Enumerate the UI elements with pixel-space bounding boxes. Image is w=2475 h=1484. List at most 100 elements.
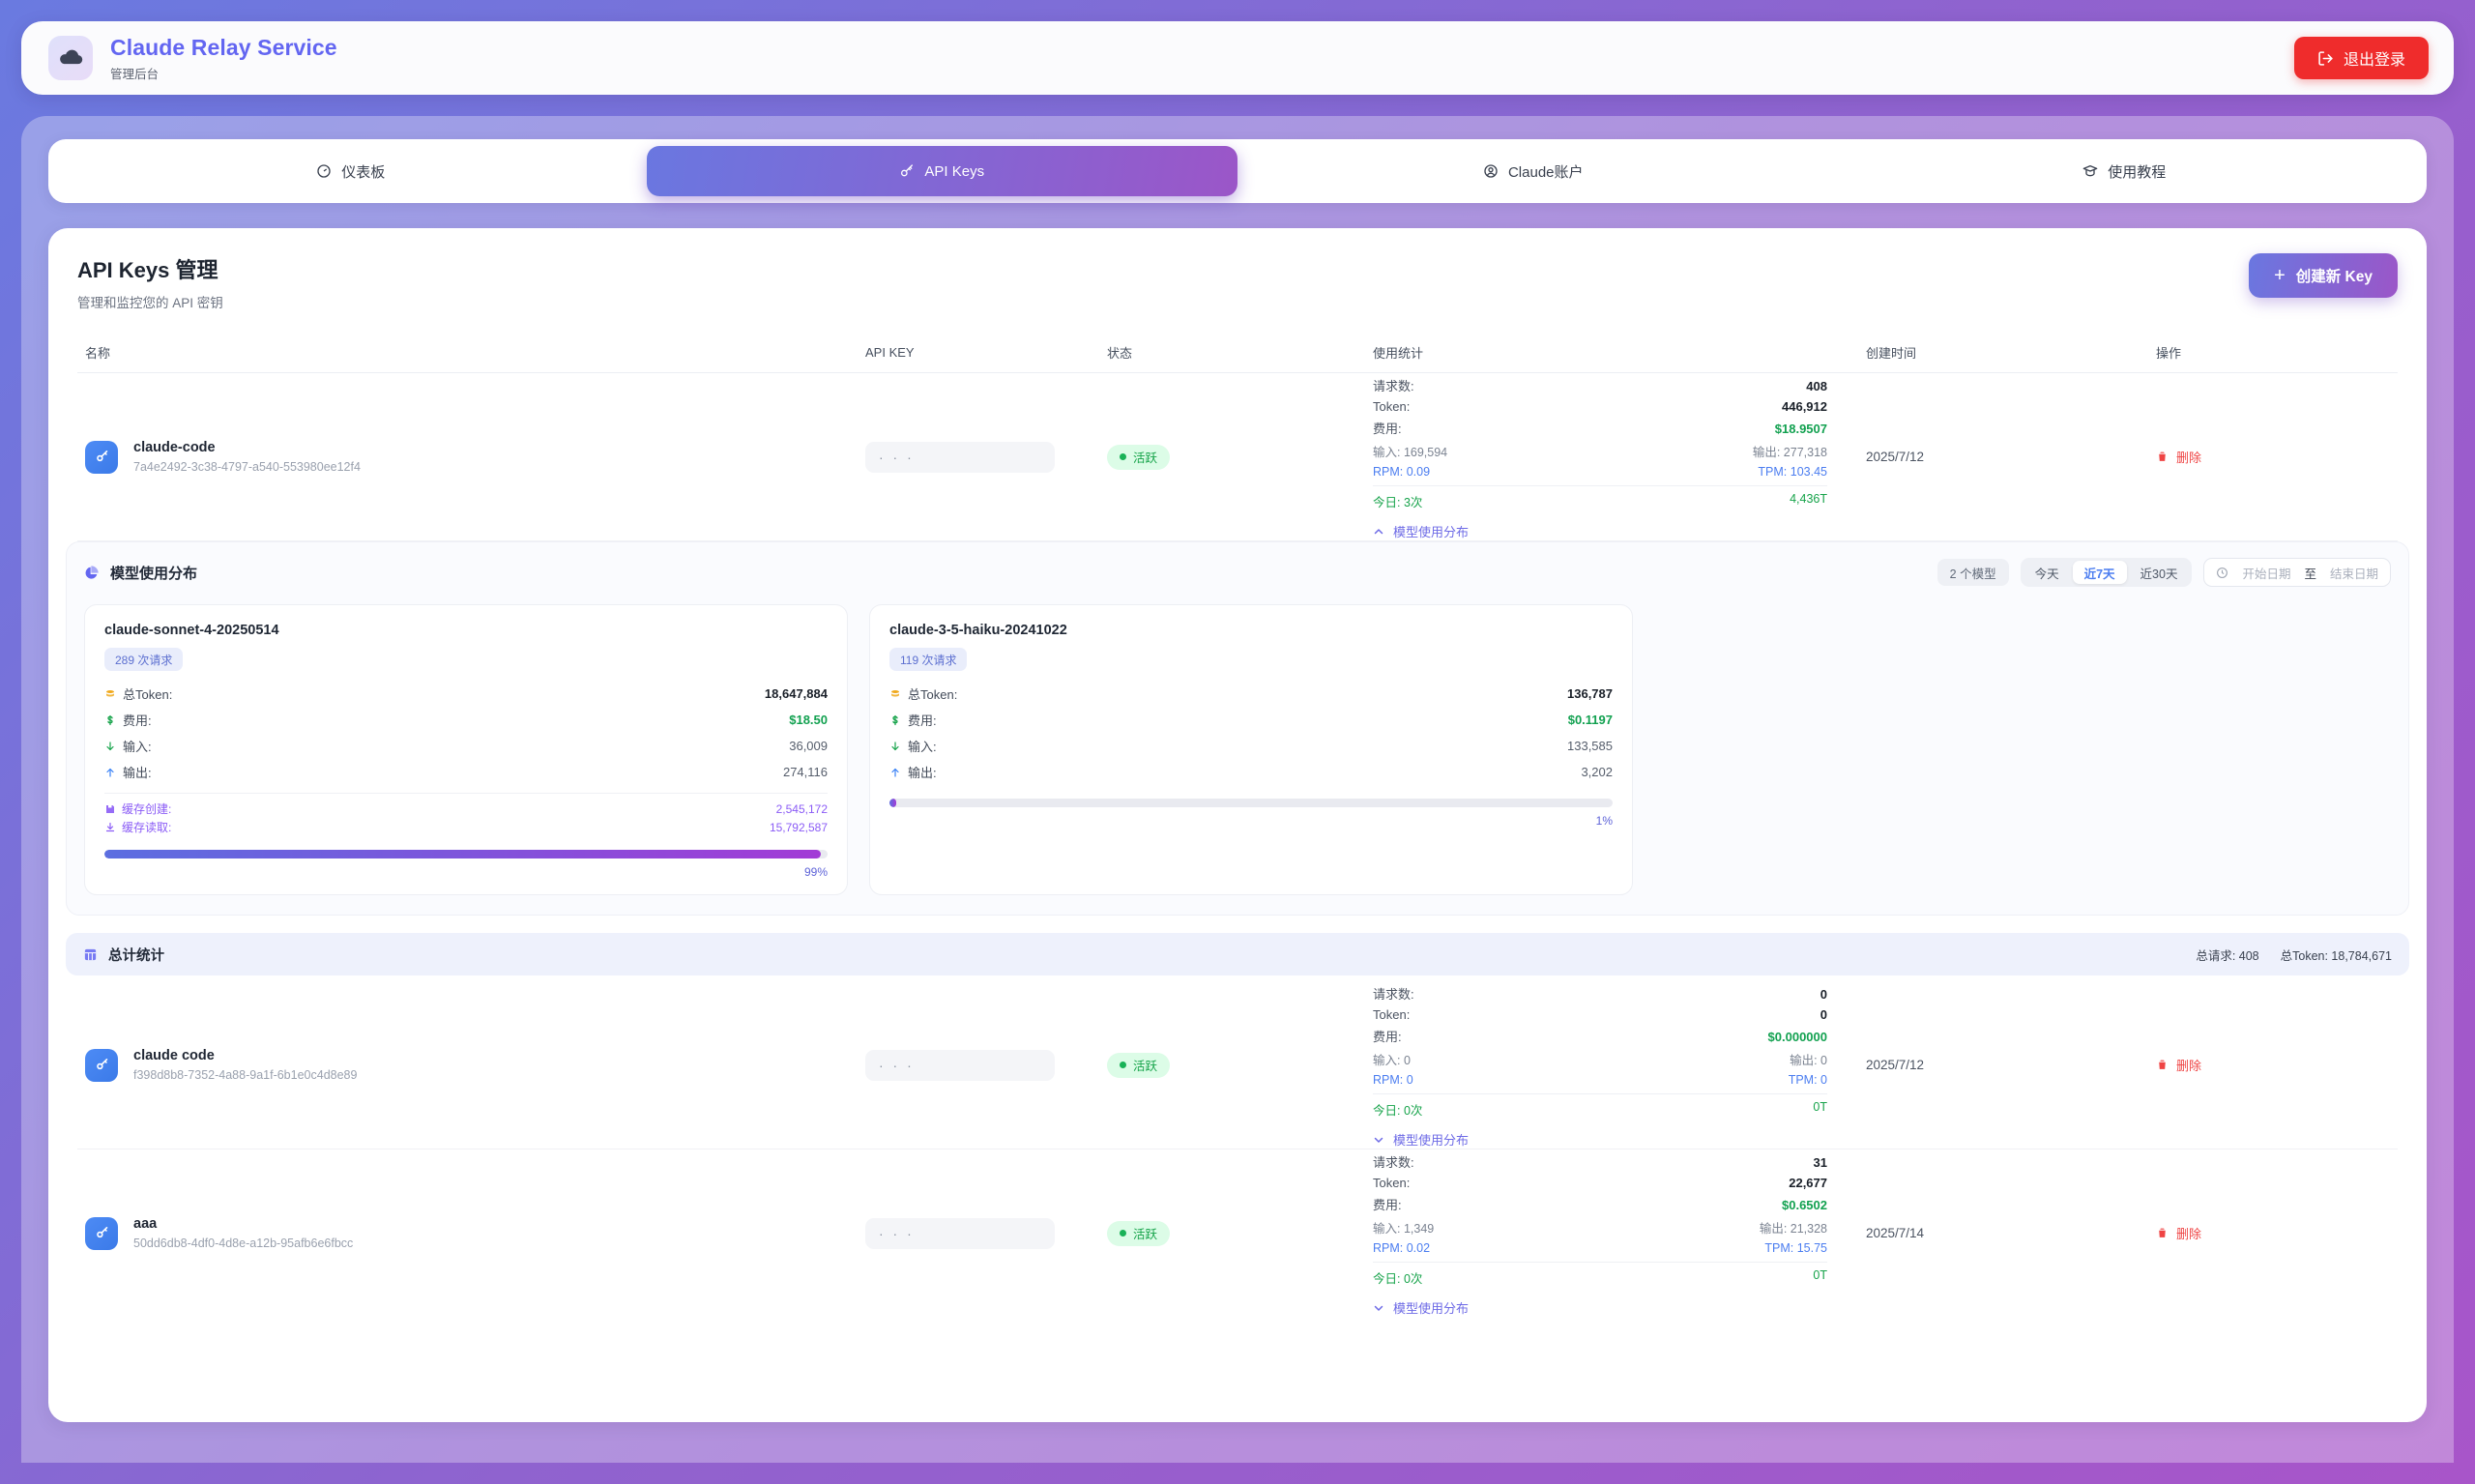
total-token-value: 136,787 <box>1567 686 1613 701</box>
table-header-row: 名称 API KEY 状态 使用统计 创建时间 操作 <box>77 333 2398 373</box>
toggle-model-distribution-label: 模型使用分布 <box>1393 1301 1470 1316</box>
cost-label: 费用: <box>123 713 152 728</box>
api-keys-card: API Keys 管理 管理和监控您的 API 密钥 + 创建新 Key 名称 … <box>48 228 2427 1422</box>
row-status-cell: 活跃 <box>1107 1052 1373 1078</box>
coins-icon <box>891 689 899 696</box>
tab-dashboard-label: 仪表板 <box>341 163 386 181</box>
table-row[interactable]: aaa 50dd6db8-4df0-4d8e-a12b-95afb6e6fbcc… <box>77 1149 2398 1317</box>
usage-today-tokens: 0T <box>1813 1100 1827 1114</box>
usage-requests-value: 31 <box>1813 1154 1827 1170</box>
dollar-icon <box>107 714 113 725</box>
distribution-toolbar: 2 个模型 今天 近7天 近30天 开始日期 至 结束日期 <box>1936 558 2391 587</box>
range-7days[interactable]: 近7天 <box>2072 561 2127 584</box>
create-key-button[interactable]: + 创建新 Key <box>2249 253 2398 298</box>
toggle-model-distribution-label: 模型使用分布 <box>1393 1133 1470 1148</box>
cost-label: 费用: <box>908 713 937 728</box>
trash-icon <box>2159 1228 2166 1237</box>
arrow-up-icon <box>106 768 114 777</box>
key-icon <box>85 440 118 474</box>
range-today[interactable]: 今天 <box>2034 567 2059 581</box>
toggle-model-distribution[interactable]: 模型使用分布 <box>1373 522 1827 540</box>
apikey-masked[interactable]: · · · <box>865 1217 1055 1249</box>
model-count-chip: 2 个模型 <box>1936 559 2009 586</box>
output-value: 274,116 <box>782 765 828 779</box>
tab-dashboard[interactable]: 仪表板 <box>55 146 647 196</box>
date-start-input[interactable]: 开始日期 <box>2242 567 2291 581</box>
status-label: 活跃 <box>1133 1228 1158 1241</box>
col-header-actions: 操作 <box>2156 346 2182 361</box>
app-header: Claude Relay Service 管理后台 退出登录 <box>21 21 2454 95</box>
tab-claude-accounts[interactable]: Claude账户 <box>1238 146 1829 196</box>
main-panel: 仪表板 API Keys Claude账户 使用教程 API Keys 管理 管… <box>21 116 2454 1463</box>
usage-bar-fill <box>889 799 897 807</box>
output-label: 输出: <box>908 766 937 780</box>
nav-tabs: 仪表板 API Keys Claude账户 使用教程 <box>48 139 2427 203</box>
usage-today: 今日: 0次 <box>1373 1272 1423 1286</box>
usage-input: 输入: 1,349 <box>1373 1221 1435 1236</box>
usage-token-label: Token: <box>1373 398 1411 414</box>
apikey-masked[interactable]: · · · <box>865 1049 1055 1081</box>
row-status-cell: 活跃 <box>1107 1220 1373 1246</box>
row-name-cell: aaa 50dd6db8-4df0-4d8e-a12b-95afb6e6fbcc <box>77 1216 865 1250</box>
app-title: Claude Relay Service <box>110 34 337 60</box>
usage-input: 输入: 0 <box>1373 1053 1411 1067</box>
usage-bar-fill <box>104 850 821 858</box>
toggle-model-distribution[interactable]: 模型使用分布 <box>1373 1130 1827 1149</box>
usage-cost-label: 费用: <box>1373 421 1402 436</box>
date-separator: 至 <box>2304 567 2316 581</box>
output-label-wrap: 输出: <box>889 763 937 781</box>
input-label-wrap: 输入: <box>104 737 152 755</box>
totals-values: 总请求: 408 总Token: 18,784,671 <box>2196 946 2392 964</box>
delete-button[interactable]: 删除 <box>2156 448 2201 466</box>
tab-claude-accounts-label: Claude账户 <box>1507 163 1584 181</box>
usage-output: 输出: 21,328 <box>1759 1221 1827 1236</box>
range-segmented-control: 今天 近7天 近30天 <box>2020 558 2193 587</box>
usage-bar-track <box>889 799 1613 807</box>
cache-create-value: 2,545,172 <box>775 801 828 816</box>
cost-value: $0.1197 <box>1567 713 1613 727</box>
total-token-label: 总Token: <box>908 687 958 702</box>
usage-cost-value: $18.9507 <box>1774 421 1827 436</box>
usage-input: 输入: 169,594 <box>1373 445 1448 459</box>
range-30days[interactable]: 近30天 <box>2140 567 2178 581</box>
row-actions-cell: 删除 <box>2156 1056 2398 1074</box>
key-id: 7a4e2492-3c38-4797-a540-553980ee12f4 <box>133 460 361 474</box>
create-key-label: 创建新 Key <box>2295 269 2373 285</box>
row-usage-cell: 请求数: 0 Token: 0 费用: $0.000000 输入: 0 输出: 0 RP… <box>1373 981 1866 1149</box>
model-card-haiku: claude-3-5-haiku-20241022 119 次请求 总Token… <box>869 604 1633 895</box>
tab-api-keys[interactable]: API Keys <box>646 146 1238 196</box>
table-row[interactable]: claude code f398d8b8-7352-4a88-9a1f-6b1e… <box>77 981 2398 1149</box>
col-header-created: 创建时间 <box>1866 346 1917 361</box>
output-label-wrap: 输出: <box>104 763 152 781</box>
usage-rpm: RPM: 0.09 <box>1373 464 1431 479</box>
pie-chart-icon <box>85 566 99 579</box>
tab-tutorial[interactable]: 使用教程 <box>1829 146 2421 196</box>
table-icon <box>84 948 97 960</box>
date-end-input[interactable]: 结束日期 <box>2329 567 2378 581</box>
key-icon <box>85 1216 118 1250</box>
total-token-label-wrap: 总Token: <box>889 684 957 703</box>
save-icon <box>106 804 114 813</box>
usage-token-value: 22,677 <box>1789 1175 1827 1190</box>
delete-button[interactable]: 删除 <box>2156 1056 2201 1074</box>
apikey-masked[interactable]: · · · <box>865 441 1055 473</box>
cache-read-label-wrap: 缓存读取: <box>104 819 171 835</box>
status-label: 活跃 <box>1133 1060 1158 1073</box>
page-header: API Keys 管理 管理和监控您的 API 密钥 + 创建新 Key <box>77 253 2398 311</box>
cache-read-value: 15,792,587 <box>769 820 828 834</box>
model-distribution-header: 模型使用分布 2 个模型 今天 近7天 近30天 开始日期 至 <box>84 558 2391 587</box>
date-range-picker[interactable]: 开始日期 至 结束日期 <box>2203 558 2391 587</box>
usage-output: 输出: 0 <box>1790 1053 1827 1067</box>
usage-bar-track <box>104 850 828 858</box>
usage-cost-value: $0.000000 <box>1767 1029 1827 1044</box>
logout-button[interactable]: 退出登录 <box>2293 37 2429 79</box>
toggle-model-distribution[interactable]: 模型使用分布 <box>1373 1298 1827 1317</box>
row-name-cell: claude code f398d8b8-7352-4a88-9a1f-6b1e… <box>77 1048 865 1082</box>
cost-value: $18.50 <box>789 713 828 727</box>
delete-label: 删除 <box>2176 451 2202 465</box>
total-requests: 总请求: 408 <box>2196 948 2259 963</box>
table-row[interactable]: claude-code 7a4e2492-3c38-4797-a540-5539… <box>77 373 2398 541</box>
usage-tpm: TPM: 0 <box>1788 1072 1827 1087</box>
delete-button[interactable]: 删除 <box>2156 1224 2201 1242</box>
status-badge: 活跃 <box>1107 1220 1171 1246</box>
